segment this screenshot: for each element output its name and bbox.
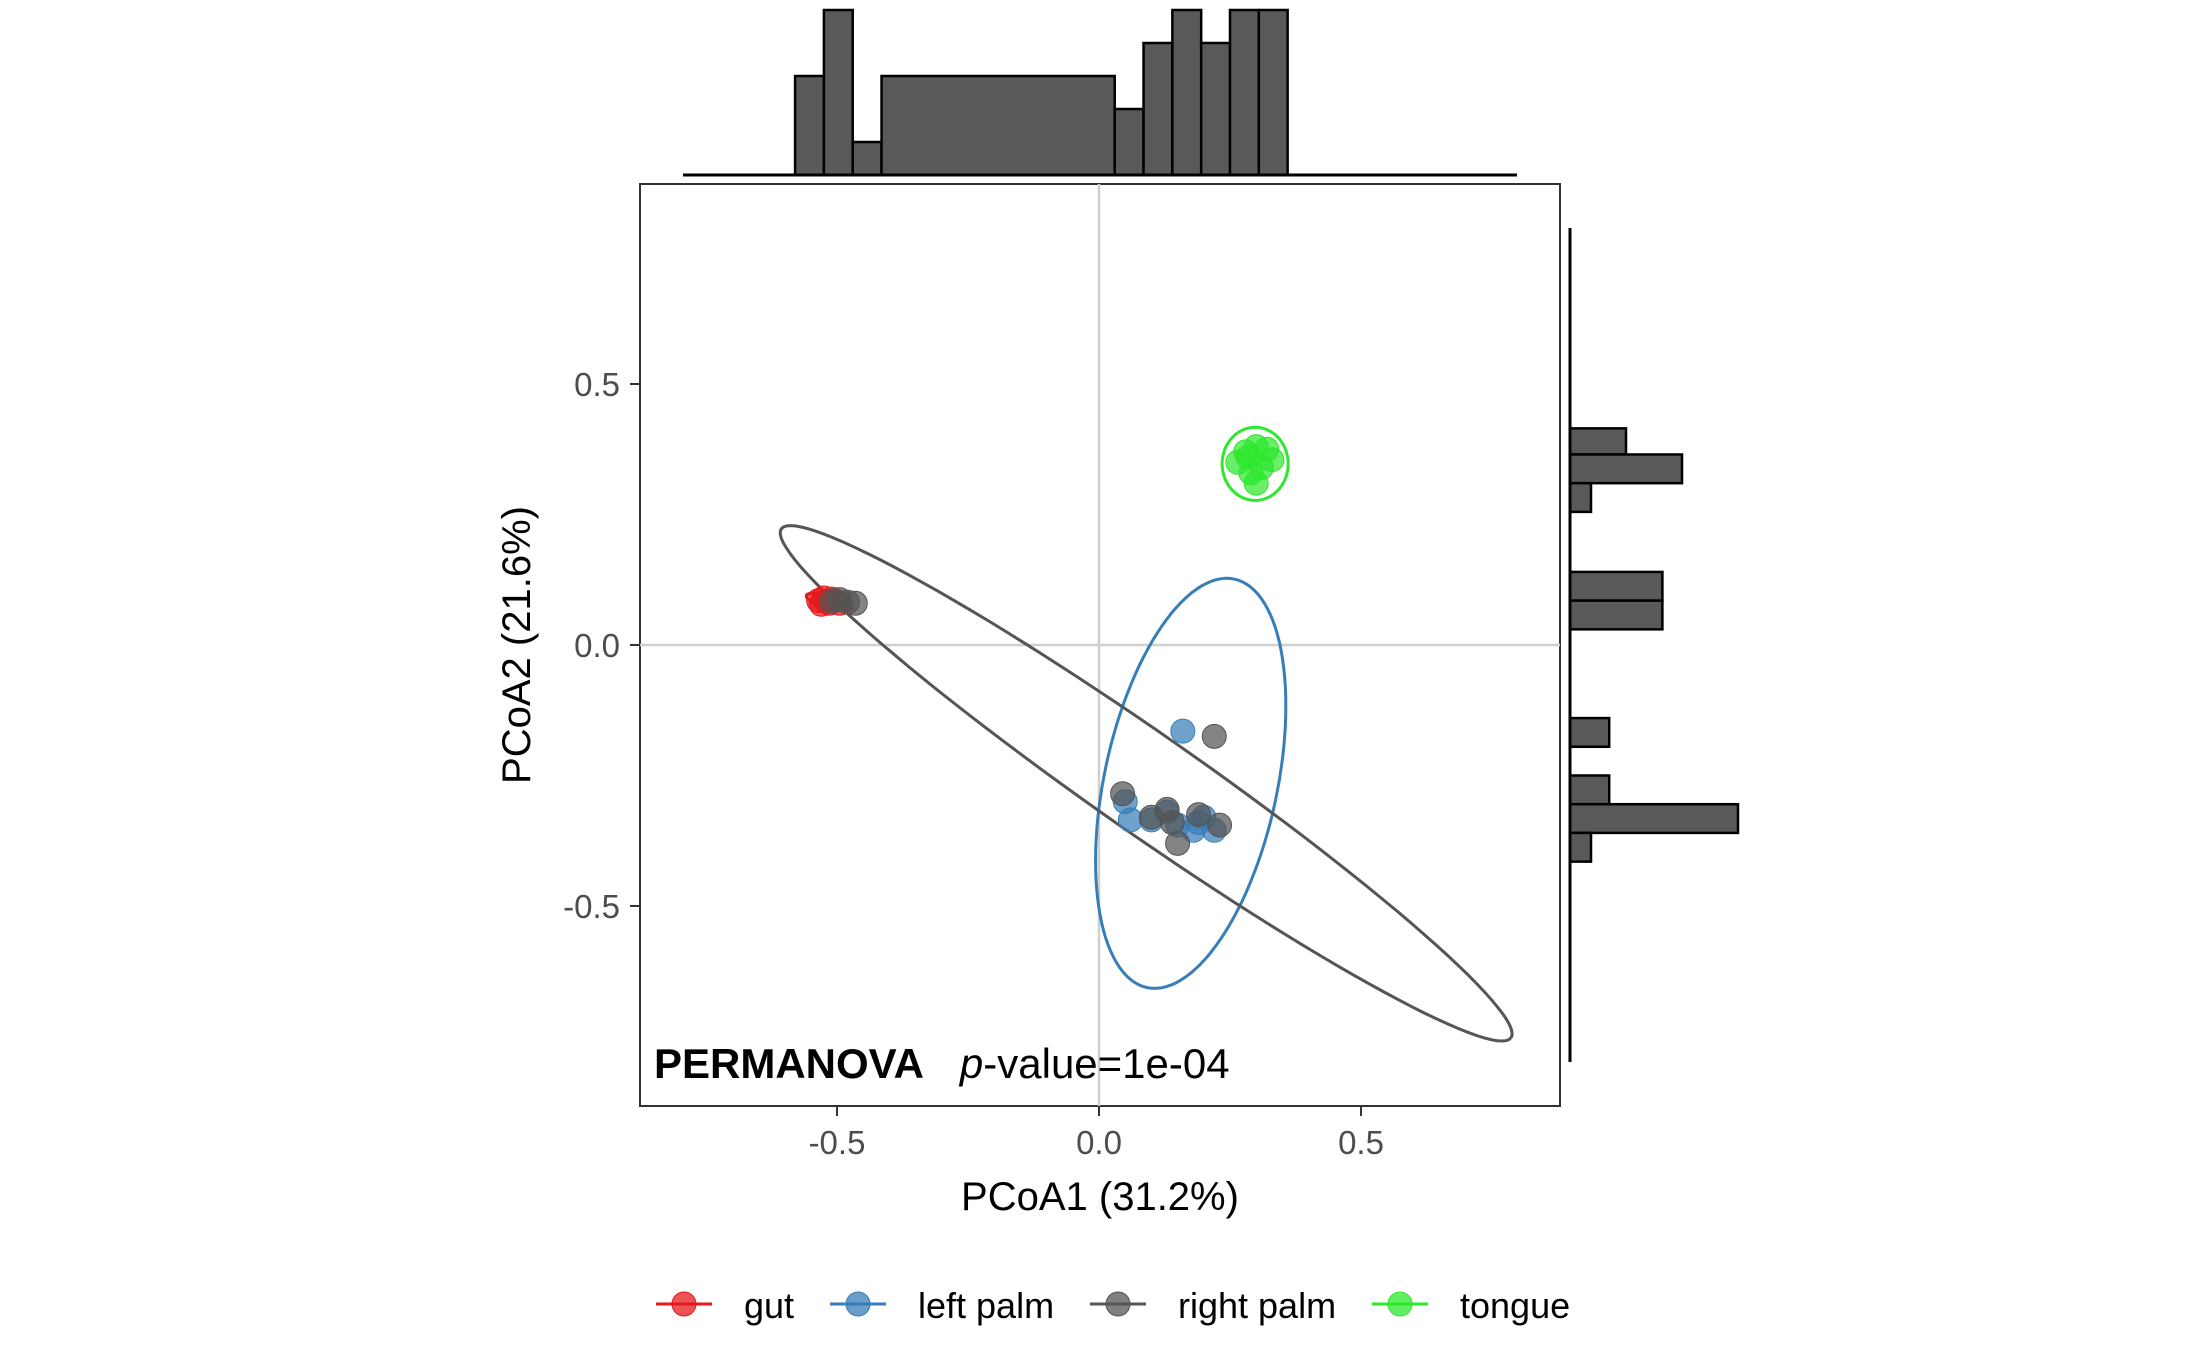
- y-tick-label: 0.0: [574, 627, 620, 664]
- data-points: [806, 434, 1285, 856]
- y-axis-label: PCoA2 (21.6%): [495, 506, 539, 784]
- point-left-palm: [1117, 807, 1143, 833]
- top-marginal-histogram: [793, 8, 1289, 177]
- point-right-palm: [1201, 723, 1227, 749]
- top-hist-bar: [851, 140, 883, 177]
- ellipse-right-palm: [778, 524, 1514, 1043]
- legend-label-gut: gut: [744, 1285, 794, 1326]
- legend-key-dot-gut: [671, 1291, 697, 1317]
- top-hist-bar: [822, 8, 854, 177]
- right-hist-bar: [1568, 453, 1684, 485]
- point-left-palm: [1170, 718, 1196, 744]
- point-right-palm: [1165, 830, 1191, 856]
- top-hist-bar: [1257, 8, 1289, 177]
- point-tongue: [1235, 444, 1261, 470]
- x-axis-label: PCoA1 (31.2%): [961, 1175, 1239, 1219]
- legend-label-left-palm: left palm: [918, 1285, 1054, 1326]
- x-tick-label: 0.5: [1338, 1124, 1384, 1161]
- annotation-italic: p: [958, 1040, 983, 1087]
- point-tongue: [1243, 470, 1269, 496]
- top-hist-bar: [793, 74, 826, 177]
- top-hist-bar: [1113, 107, 1145, 177]
- legend-label-right-palm: right palm: [1178, 1285, 1336, 1326]
- legend-item-right-palm: right palm: [1090, 1285, 1336, 1326]
- right-hist-bar: [1568, 716, 1611, 749]
- top-hist-bar: [880, 74, 1116, 177]
- right-hist-bar: [1568, 481, 1593, 514]
- point-right-palm: [1159, 809, 1185, 835]
- annotation-bold: PERMANOVA: [654, 1040, 924, 1087]
- x-tick-label: 0.0: [1076, 1124, 1122, 1161]
- top-hist-bar: [1199, 41, 1232, 177]
- point-right-palm: [1186, 802, 1212, 828]
- right-hist-bar: [1568, 599, 1664, 631]
- right-hist-bar: [1568, 774, 1611, 806]
- point-right-palm: [819, 588, 845, 614]
- legend-key-dot-left-palm: [845, 1291, 871, 1317]
- legend-key-dot-tongue: [1387, 1291, 1413, 1317]
- legend-item-left-palm: left palm: [830, 1285, 1054, 1326]
- top-hist-bar: [1142, 41, 1174, 177]
- x-tick-label: -0.5: [809, 1124, 866, 1161]
- right-hist-bar: [1568, 831, 1593, 863]
- x-axis-ticks: -0.5 0.0 0.5: [809, 1106, 1384, 1161]
- y-tick-label: -0.5: [563, 888, 620, 925]
- legend-item-tongue: tongue: [1372, 1285, 1570, 1326]
- y-tick-label: 0.5: [574, 366, 620, 403]
- legend-item-gut: gut: [656, 1285, 794, 1326]
- permanova-annotation: PERMANOVA p-value=1e-04: [654, 1040, 1230, 1087]
- top-hist-bar: [1228, 8, 1261, 177]
- top-hist-bar: [1171, 8, 1203, 177]
- annotation-rest: -value=1e-04: [983, 1040, 1229, 1087]
- ellipse-left-palm: [1094, 576, 1288, 990]
- point-right-palm: [1207, 812, 1233, 838]
- legend: gut left palm right palm tongue: [656, 1285, 1570, 1326]
- right-marginal-histogram: [1568, 427, 1740, 863]
- legend-label-tongue: tongue: [1460, 1285, 1570, 1326]
- y-axis-ticks: -0.5 0.0 0.5: [563, 366, 640, 925]
- ellipse-tongue: [1220, 425, 1290, 502]
- reference-lines: [640, 184, 1560, 1106]
- point-right-palm: [1110, 781, 1136, 807]
- right-hist-bar: [1568, 570, 1664, 602]
- right-hist-bar: [1568, 427, 1628, 456]
- right-hist-bar: [1568, 802, 1740, 835]
- legend-key-dot-right-palm: [1105, 1291, 1131, 1317]
